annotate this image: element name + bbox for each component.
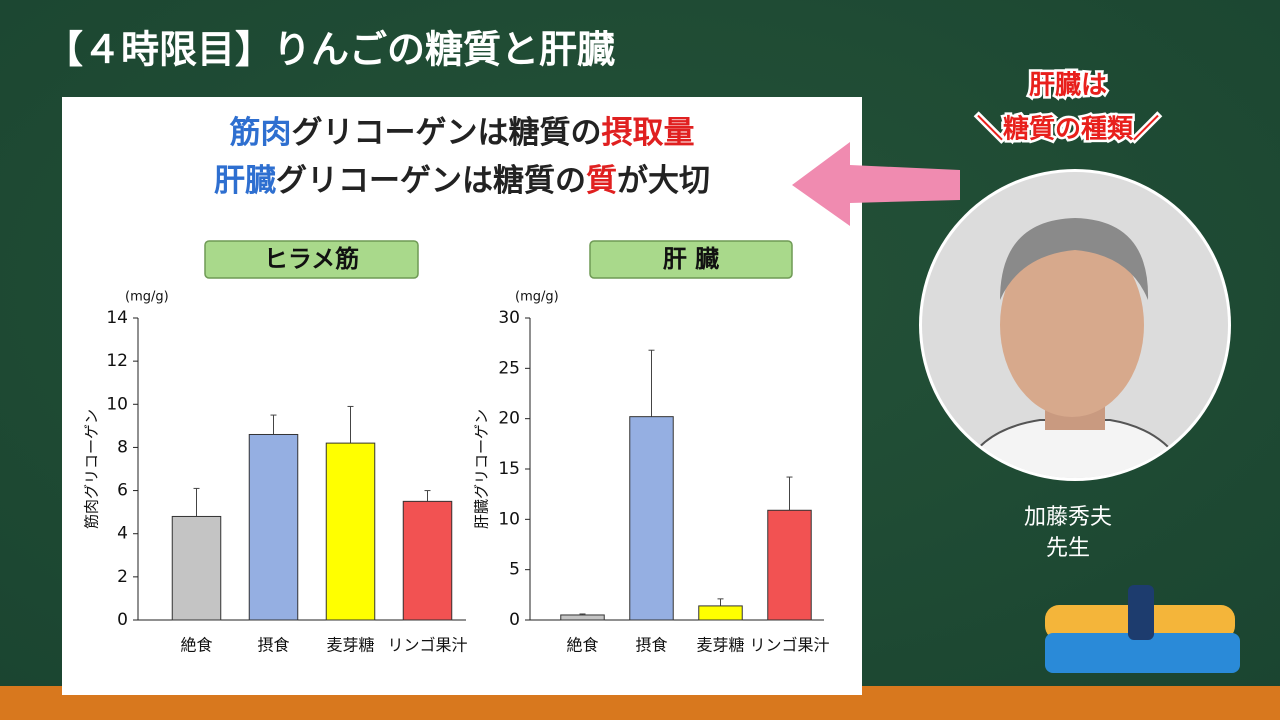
x-tick-label: 絶食	[180, 636, 212, 655]
headline-segment: 摂取量	[602, 115, 695, 151]
y-tick-label: 10	[106, 394, 128, 414]
side-note: ＼糖質の種類／	[977, 114, 1159, 145]
x-tick-label: 摂食	[635, 636, 667, 655]
x-tick-label: 麦芽糖	[326, 636, 374, 655]
chart-title-box	[589, 240, 793, 279]
bar	[325, 442, 376, 621]
page-title: 【４時限目】りんごの糖質と肝臓	[45, 28, 615, 72]
bar	[171, 515, 222, 621]
lecturer-honorific: 先生	[1046, 536, 1090, 561]
chart-title: ヒラメ筋	[264, 245, 359, 273]
x-tick-label: リンゴ果汁	[749, 636, 829, 655]
hair	[1000, 218, 1149, 300]
bar	[402, 500, 453, 621]
y-tick-label: 0	[509, 610, 520, 630]
bar	[629, 416, 674, 621]
y-tick-label: 14	[106, 308, 128, 328]
y-tick-label: 4	[117, 524, 128, 544]
bar	[698, 605, 743, 621]
bar	[248, 433, 299, 621]
headline: 筋肉グリコーゲンは糖質の摂取量	[230, 115, 695, 151]
face	[1000, 233, 1144, 417]
y-tick-label: 2	[117, 567, 128, 587]
x-tick-label: 絶食	[566, 636, 598, 655]
y-tick-label: 10	[498, 509, 520, 529]
y-tick-label: 5	[509, 560, 520, 580]
y-tick-label: 12	[106, 351, 128, 371]
x-tick-label: 麦芽糖	[696, 636, 744, 655]
headline-segment: グリコーゲンは糖質の	[276, 163, 586, 199]
y-tick-label: 15	[498, 459, 520, 479]
chart-title: 肝 臓	[663, 245, 719, 273]
x-tick-label: 摂食	[257, 636, 289, 655]
y-axis-label: 筋肉グリコーゲン	[83, 409, 101, 529]
bar	[560, 614, 605, 621]
pencil-case	[1045, 633, 1240, 673]
headline-segment: 肝臓	[214, 163, 276, 199]
x-tick-label: リンゴ果汁	[387, 636, 467, 655]
axis-unit: (mg/g)	[515, 290, 559, 305]
y-tick-label: 30	[498, 308, 520, 328]
headline-segment: 質	[586, 163, 617, 199]
side-note: 肝臓は	[1029, 71, 1107, 101]
y-tick-label: 6	[117, 481, 128, 501]
lecturer-photo	[922, 172, 1228, 478]
headline: 肝臓グリコーゲンは糖質の質が大切	[214, 163, 710, 199]
y-tick-label: 20	[498, 409, 520, 429]
y-tick-label: 0	[117, 610, 128, 630]
pencil-case	[1128, 585, 1154, 640]
y-axis-label: 肝臓グリコーゲン	[473, 409, 491, 529]
y-tick-label: 8	[117, 437, 128, 457]
headline-segment: グリコーゲンは糖質の	[292, 115, 602, 151]
axis-unit: (mg/g)	[125, 290, 169, 305]
headline-segment: が大切	[617, 163, 710, 199]
chart-title-box	[204, 240, 419, 279]
bar	[767, 509, 812, 621]
arrow	[792, 142, 960, 226]
headline-segment: 筋肉	[230, 115, 292, 151]
lecturer-name: 加藤秀夫	[1024, 505, 1112, 530]
y-tick-label: 25	[498, 358, 520, 378]
decoration	[1045, 585, 1240, 673]
